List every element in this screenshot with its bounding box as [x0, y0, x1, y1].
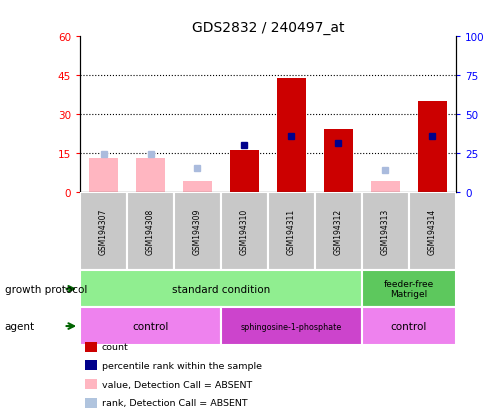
Text: GSM194307: GSM194307 [99, 208, 108, 254]
Text: rank, Detection Call = ABSENT: rank, Detection Call = ABSENT [102, 398, 247, 407]
Bar [417, 102, 446, 192]
Bar [89, 159, 117, 192]
Text: count: count [102, 342, 128, 351]
Text: percentile rank within the sample: percentile rank within the sample [102, 361, 261, 370]
Text: GSM194312: GSM194312 [333, 208, 342, 254]
Text: standard condition: standard condition [171, 284, 270, 294]
Title: GDS2832 / 240497_at: GDS2832 / 240497_at [191, 21, 344, 35]
Bar [80, 192, 127, 271]
Text: growth protocol: growth protocol [5, 284, 87, 294]
Bar [80, 271, 361, 308]
Bar [174, 192, 221, 271]
Bar [361, 271, 455, 308]
Text: sphingosine-1-phosphate: sphingosine-1-phosphate [241, 322, 341, 331]
Bar [361, 192, 408, 271]
Bar [183, 182, 211, 192]
Text: control: control [390, 321, 426, 331]
Text: GSM194309: GSM194309 [193, 208, 201, 254]
Bar [408, 192, 455, 271]
Bar [136, 159, 164, 192]
Text: GSM194310: GSM194310 [240, 208, 248, 254]
Bar [127, 192, 174, 271]
Bar [267, 192, 314, 271]
Text: value, Detection Call = ABSENT: value, Detection Call = ABSENT [102, 380, 252, 389]
Bar [80, 308, 221, 345]
Bar [221, 308, 361, 345]
Text: feeder-free
Matrigel: feeder-free Matrigel [383, 280, 433, 299]
Bar [314, 192, 361, 271]
Bar [361, 308, 455, 345]
Text: GSM194308: GSM194308 [146, 208, 155, 254]
Bar [324, 130, 352, 192]
Bar [277, 78, 305, 192]
Text: GSM194313: GSM194313 [380, 208, 389, 254]
Bar [221, 192, 267, 271]
Text: control: control [132, 321, 168, 331]
Text: GSM194314: GSM194314 [427, 208, 436, 254]
Bar [230, 151, 258, 192]
Bar [371, 182, 399, 192]
Text: GSM194311: GSM194311 [287, 208, 295, 254]
Text: agent: agent [5, 321, 35, 331]
